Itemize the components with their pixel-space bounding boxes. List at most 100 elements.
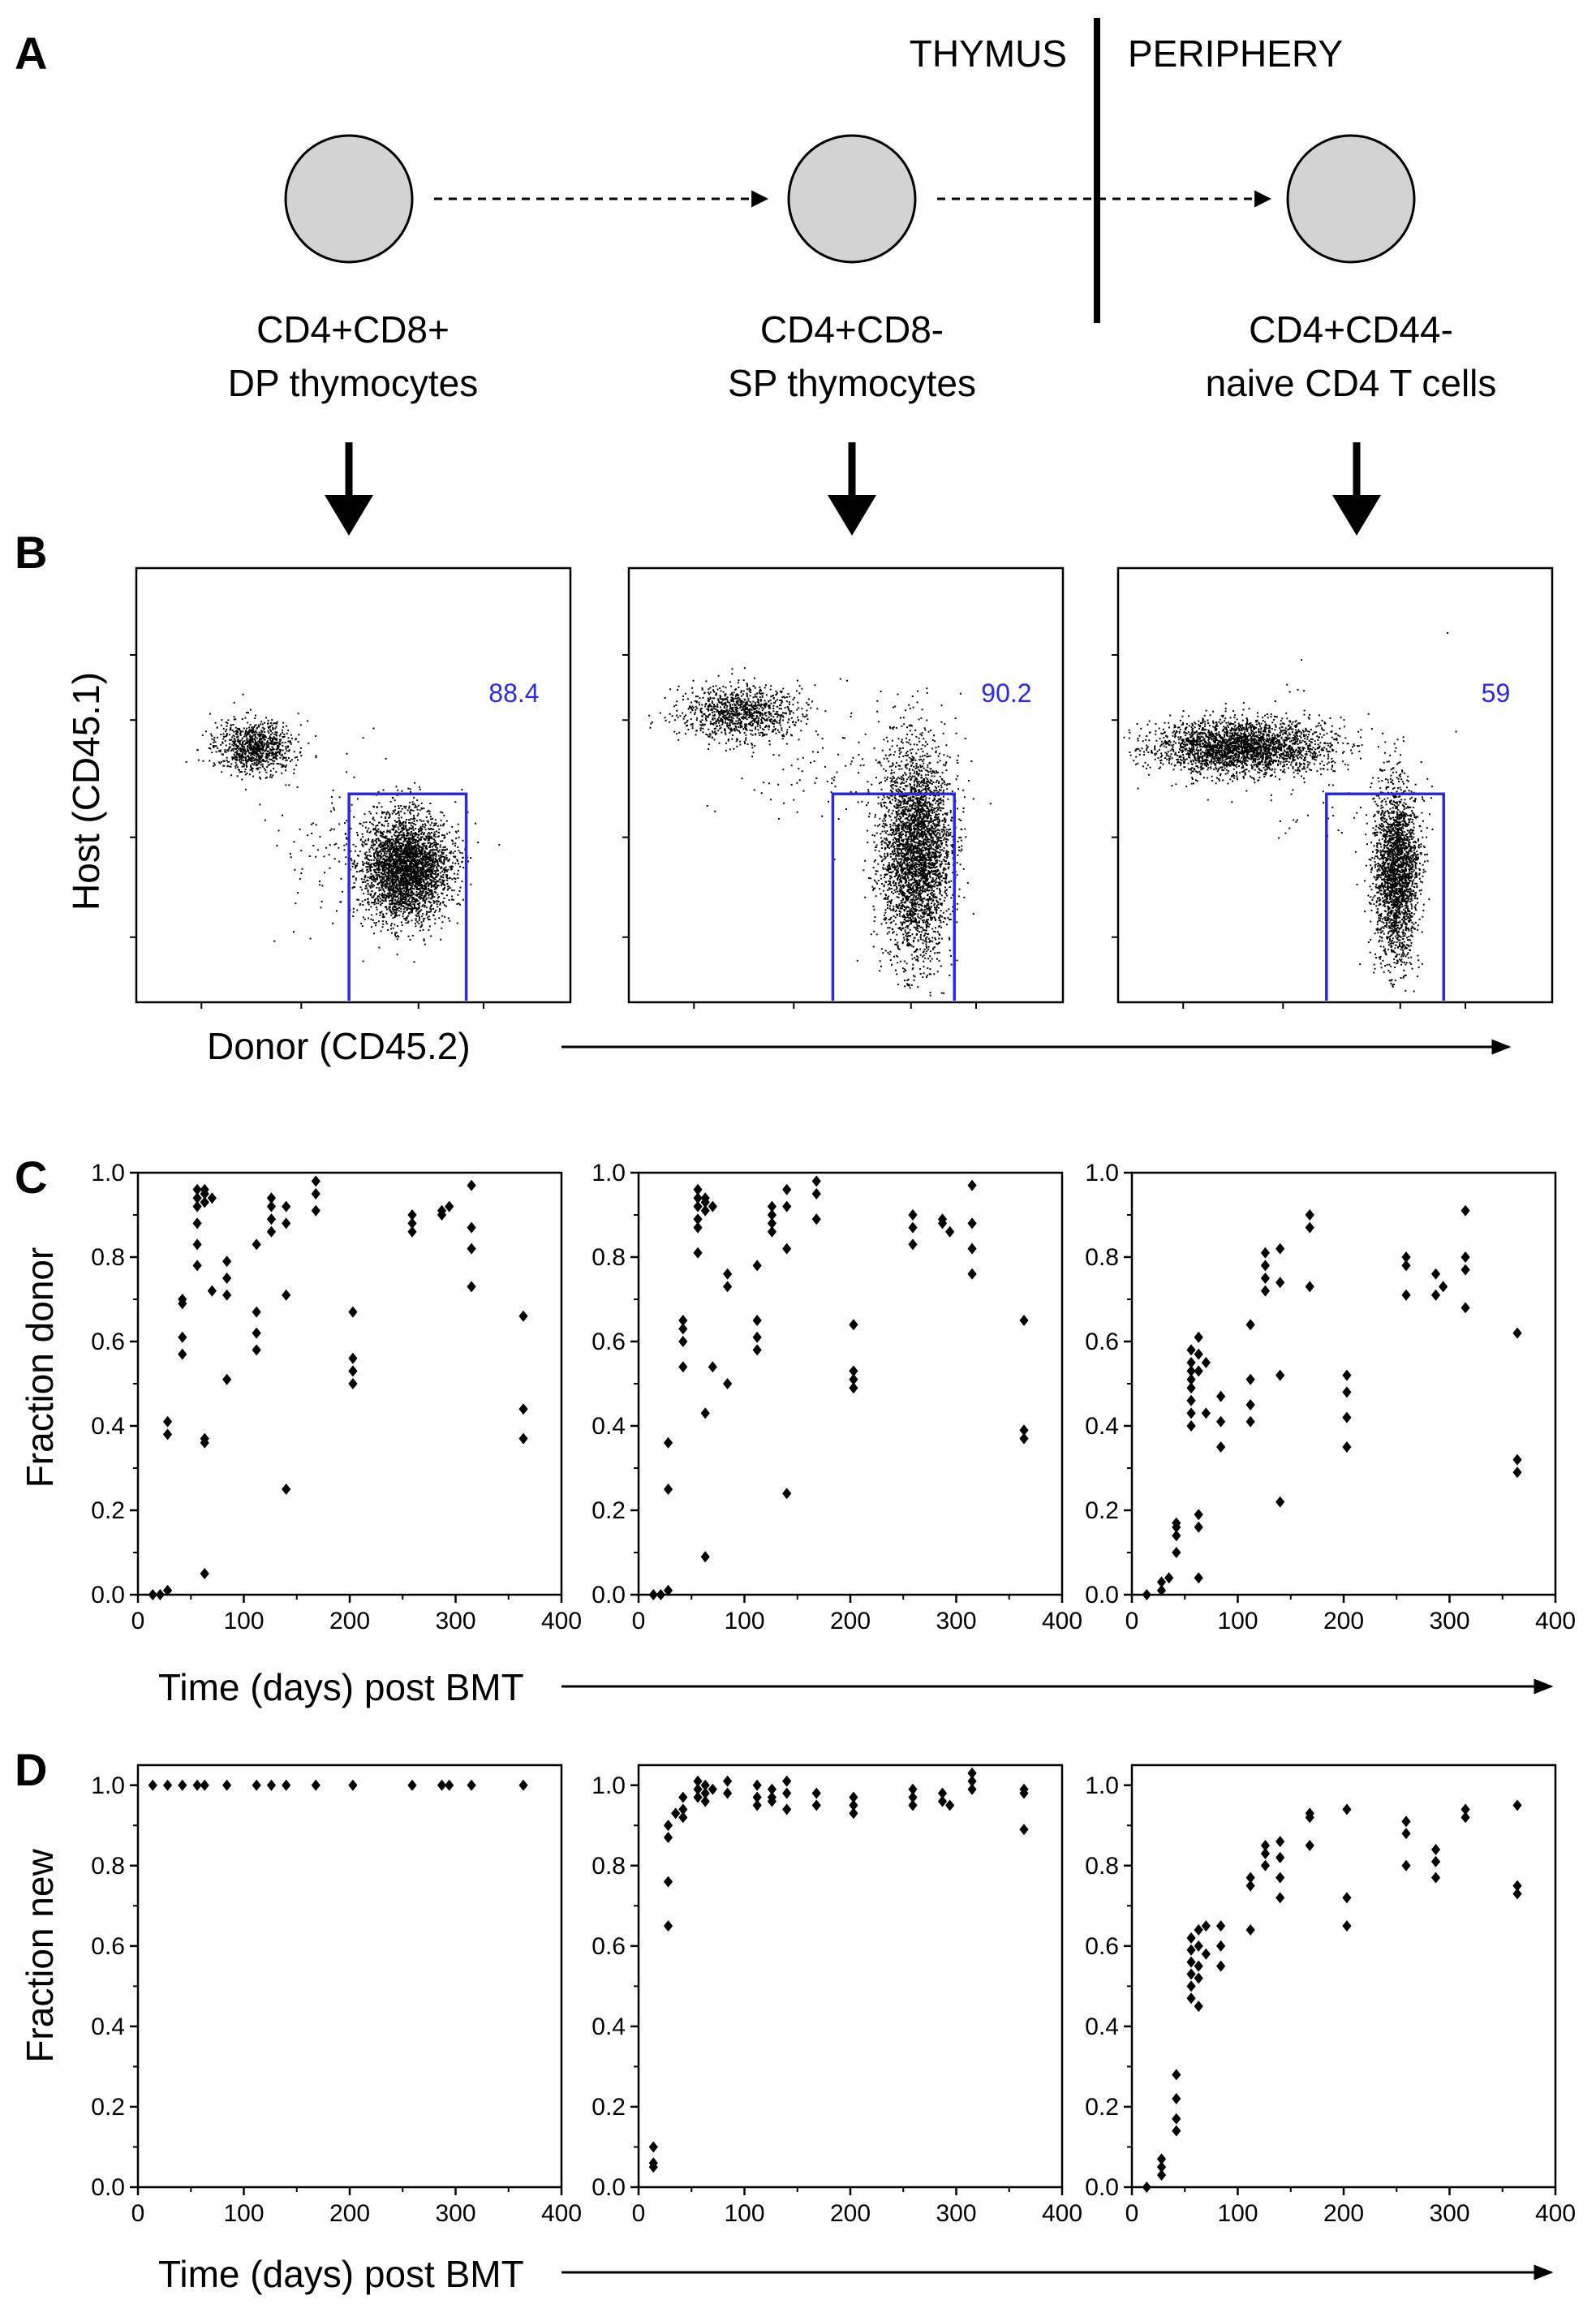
data-point [1194,1924,1203,1936]
y-tick-label: 0.0 [592,1582,626,1609]
data-point [811,1175,821,1187]
data-point [1172,2112,1181,2125]
data-point [1276,1369,1285,1381]
data-point [200,1196,209,1208]
data-point [192,1200,202,1212]
data-point [348,1378,358,1389]
data-point [782,1183,792,1195]
x-tick-label: 300 [1429,1608,1469,1634]
y-tick-label: 0.8 [1085,1853,1119,1880]
x-tick-label: 300 [936,2200,976,2227]
data-point [849,1365,858,1377]
y-tick-label: 0.8 [592,1853,626,1880]
data-point [723,1378,733,1389]
y-tick-label: 1.0 [1085,1160,1119,1186]
data-point [708,1783,717,1795]
data-point [648,2161,658,2173]
data-point [1156,2153,1167,2165]
data-point [708,1200,717,1212]
cell-label-3-line1: CD4+CD44- [1249,308,1453,351]
data-point [222,1273,232,1284]
y-tick-label: 0.8 [1085,1244,1119,1271]
data-point [1142,2181,1151,2193]
data-point [1305,1811,1314,1824]
data-point [967,1179,977,1191]
data-point [162,1415,173,1428]
data-point [849,1382,858,1394]
data-point [693,1247,703,1259]
y-tick-label: 0.2 [91,2094,125,2121]
data-point [445,1779,454,1791]
data-point [1186,1420,1196,1432]
data-point [1019,1787,1029,1799]
x-tick-label: 400 [1042,2200,1082,2227]
data-point [1142,1589,1151,1600]
data-point [700,1551,710,1563]
data-point [908,1209,918,1221]
data-point [1512,1888,1522,1900]
data-point [1342,1386,1352,1398]
data-point [1512,1327,1522,1339]
data-point [266,1192,277,1204]
chart-frame [136,1764,563,2189]
data-point [663,1920,673,1932]
data-point [752,1791,762,1803]
data-point [148,1589,157,1600]
data-point [1245,1871,1255,1884]
data-point [945,1225,955,1238]
data-point [656,1589,666,1600]
x-tick-label: 100 [724,2200,764,2227]
flow-events [648,667,992,997]
data-point [1305,1281,1314,1293]
chart-C1: 0 100 200 300 400 0.0 0.2 0.4 0.6 0.8 1.0 [91,1160,582,1634]
data-point [1512,1466,1522,1479]
data-point [148,1779,157,1791]
flow-plot-3: 59 [1112,566,1554,1009]
x-tick-label: 200 [830,1608,871,1634]
data-point [908,1783,918,1795]
data-point [723,1775,733,1787]
data-point [222,1289,232,1301]
data-point [407,1225,417,1238]
data-point [700,1787,710,1799]
flow-panel: Host (CD45.1) Donor (CD45.2) 88.4 90.2 5… [65,566,1554,1067]
data-point [678,1811,688,1824]
data-point [266,1225,277,1238]
data-point [782,1242,792,1255]
data-point [192,1779,202,1791]
data-point [222,1255,232,1268]
data-point [1245,1319,1255,1331]
data-point [1276,1871,1285,1884]
data-point [908,1238,918,1251]
x-tick-label: 100 [1217,2200,1258,2227]
data-point [1245,1373,1255,1385]
data-point [1186,1365,1196,1377]
data-point [1460,1251,1470,1263]
y-tick-label: 0.0 [592,2174,626,2201]
data-point [1276,1892,1285,1904]
data-point [348,1352,358,1364]
chart-C3: 0 100 200 300 400 0.0 0.2 0.4 0.6 0.8 1.0 [1085,1160,1576,1634]
x-tick-label: 200 [1323,2200,1364,2227]
cell-label-3-line2: naive CD4 T cells [1206,362,1497,404]
flow-gate [831,792,956,1001]
y-tick-label: 0.4 [592,1413,626,1440]
data-point [1186,1394,1196,1406]
data-point [671,1807,681,1820]
x-tick-label: 400 [1535,2200,1576,2227]
data-point [811,1188,821,1199]
y-tick-label: 0.6 [91,1329,125,1355]
data-point [1194,1572,1203,1584]
data-point [1305,1221,1314,1234]
x-tick-label: 300 [435,1608,475,1634]
data-point [445,1200,454,1212]
data-point [162,1584,173,1596]
data-point [1186,1382,1196,1394]
data-point [222,1373,232,1385]
data-point [266,1779,277,1791]
flow-plot-1: 88.4 [130,566,572,1009]
data-point [967,1242,977,1255]
data-point [1276,1496,1285,1508]
data-point [1460,1264,1470,1276]
data-point [1186,1373,1196,1385]
